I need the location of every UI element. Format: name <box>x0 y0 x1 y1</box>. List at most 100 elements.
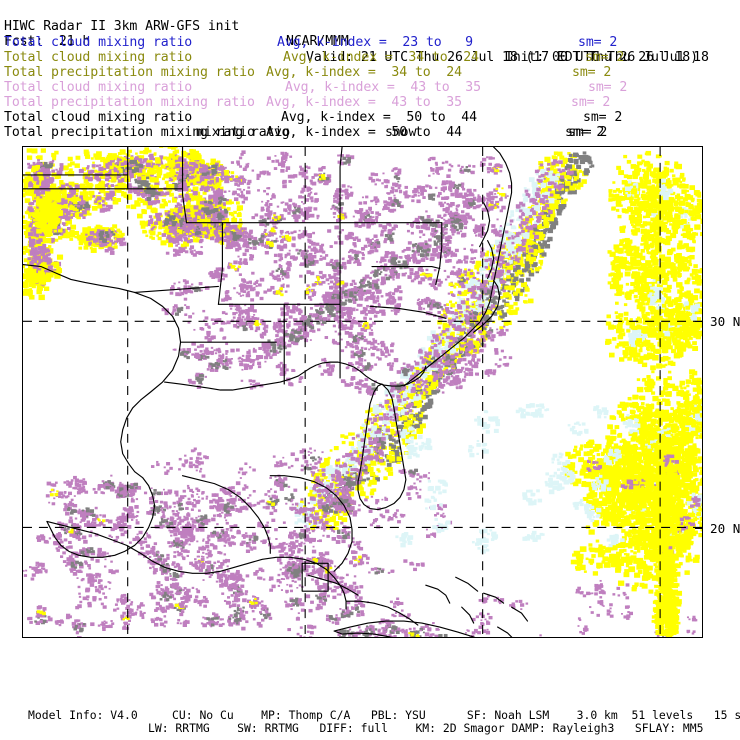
field-cell <box>403 392 407 396</box>
field-cell <box>166 167 170 170</box>
field-cell <box>464 340 467 343</box>
field-cell <box>534 234 539 239</box>
field-cell <box>529 257 535 262</box>
field-cell <box>373 474 377 477</box>
field-cell <box>528 230 534 235</box>
field-cell <box>459 314 462 317</box>
field-cell <box>40 148 46 153</box>
field-cell <box>309 489 314 494</box>
field-cell <box>350 446 355 450</box>
field-cell <box>104 183 109 188</box>
field-cell <box>520 288 525 293</box>
field-cell <box>386 421 390 425</box>
field-cell <box>116 237 122 243</box>
field-cell <box>57 170 63 175</box>
field-cell <box>337 474 342 479</box>
field-cell <box>326 466 333 472</box>
field-cell <box>422 373 428 378</box>
field-cell <box>560 187 565 191</box>
field-cell <box>418 364 424 369</box>
field-cell <box>120 162 125 166</box>
field-cell <box>360 491 366 497</box>
field-cell <box>333 446 339 451</box>
field-cell <box>478 318 483 322</box>
field-cell <box>386 458 391 462</box>
field-cell <box>539 198 545 203</box>
field-cell <box>510 210 515 214</box>
field-cell <box>457 336 464 342</box>
field-cell <box>538 250 542 254</box>
legend-overlay-sm: sm= 2 <box>565 125 605 141</box>
field-cell <box>532 223 537 228</box>
field-cell <box>60 166 64 169</box>
field-cell <box>560 178 565 182</box>
field-cell <box>236 205 244 211</box>
field-cell <box>352 471 357 475</box>
field-cell <box>520 241 524 244</box>
field-cell <box>431 374 436 379</box>
field-cell <box>381 406 386 411</box>
field-cell <box>506 269 511 274</box>
field-cell <box>401 415 408 421</box>
field-cell <box>466 321 470 325</box>
field-cell <box>550 185 554 189</box>
field-cell <box>312 494 317 498</box>
field-cell <box>308 522 312 526</box>
field-cell <box>536 187 541 192</box>
field-cell <box>129 159 135 165</box>
field-cell <box>105 234 110 238</box>
field-cell <box>439 339 443 342</box>
field-cell <box>449 357 456 362</box>
field-cell <box>135 152 138 155</box>
field-cell <box>518 260 523 265</box>
field-cell <box>384 388 389 392</box>
field-cell <box>551 192 556 196</box>
field-cell <box>117 152 122 156</box>
field-cell <box>484 313 489 317</box>
field-cell <box>110 184 115 187</box>
field-cell <box>453 346 457 349</box>
field-cell <box>460 317 465 321</box>
legend-row-overlay: mixing ratio snow sm= 2 <box>0 125 740 141</box>
field-cell <box>493 312 498 316</box>
field-cell <box>468 316 472 319</box>
field-cell <box>189 161 193 165</box>
field-cell <box>506 277 512 282</box>
field-cell <box>86 165 90 168</box>
field-cell <box>417 426 423 432</box>
field-cell <box>561 168 566 173</box>
field-cell <box>447 355 453 360</box>
field-cell <box>228 211 234 216</box>
field-cell <box>518 262 524 267</box>
field-cell <box>564 172 569 176</box>
field-cell <box>186 203 190 207</box>
field-cell <box>444 343 451 349</box>
field-cell <box>320 498 324 501</box>
field-cell <box>129 156 134 160</box>
field-cell <box>461 355 464 358</box>
model-title: HIWC Radar II 3km ARW-GFS init <box>4 18 240 34</box>
field-cell <box>469 326 473 330</box>
field-cell <box>307 502 310 505</box>
field-cell <box>560 171 567 177</box>
field-cell <box>221 178 225 181</box>
field-cell <box>298 503 303 508</box>
field-cell <box>449 291 453 294</box>
field-cell <box>567 151 571 155</box>
field-cell <box>485 297 489 301</box>
field-cell <box>413 398 419 404</box>
field-cell <box>137 176 142 181</box>
field-cell <box>401 421 405 425</box>
field-cell <box>324 476 328 479</box>
field-cell <box>367 466 374 472</box>
field-cell <box>515 250 519 253</box>
field-cell <box>562 157 568 162</box>
field-cell <box>412 417 416 421</box>
field-cell <box>318 485 323 490</box>
field-cell <box>379 457 384 460</box>
field-cell <box>205 171 210 175</box>
field-cell <box>527 195 531 198</box>
field-cell <box>404 389 408 393</box>
field-cell <box>415 385 421 390</box>
field-cell <box>420 383 424 387</box>
